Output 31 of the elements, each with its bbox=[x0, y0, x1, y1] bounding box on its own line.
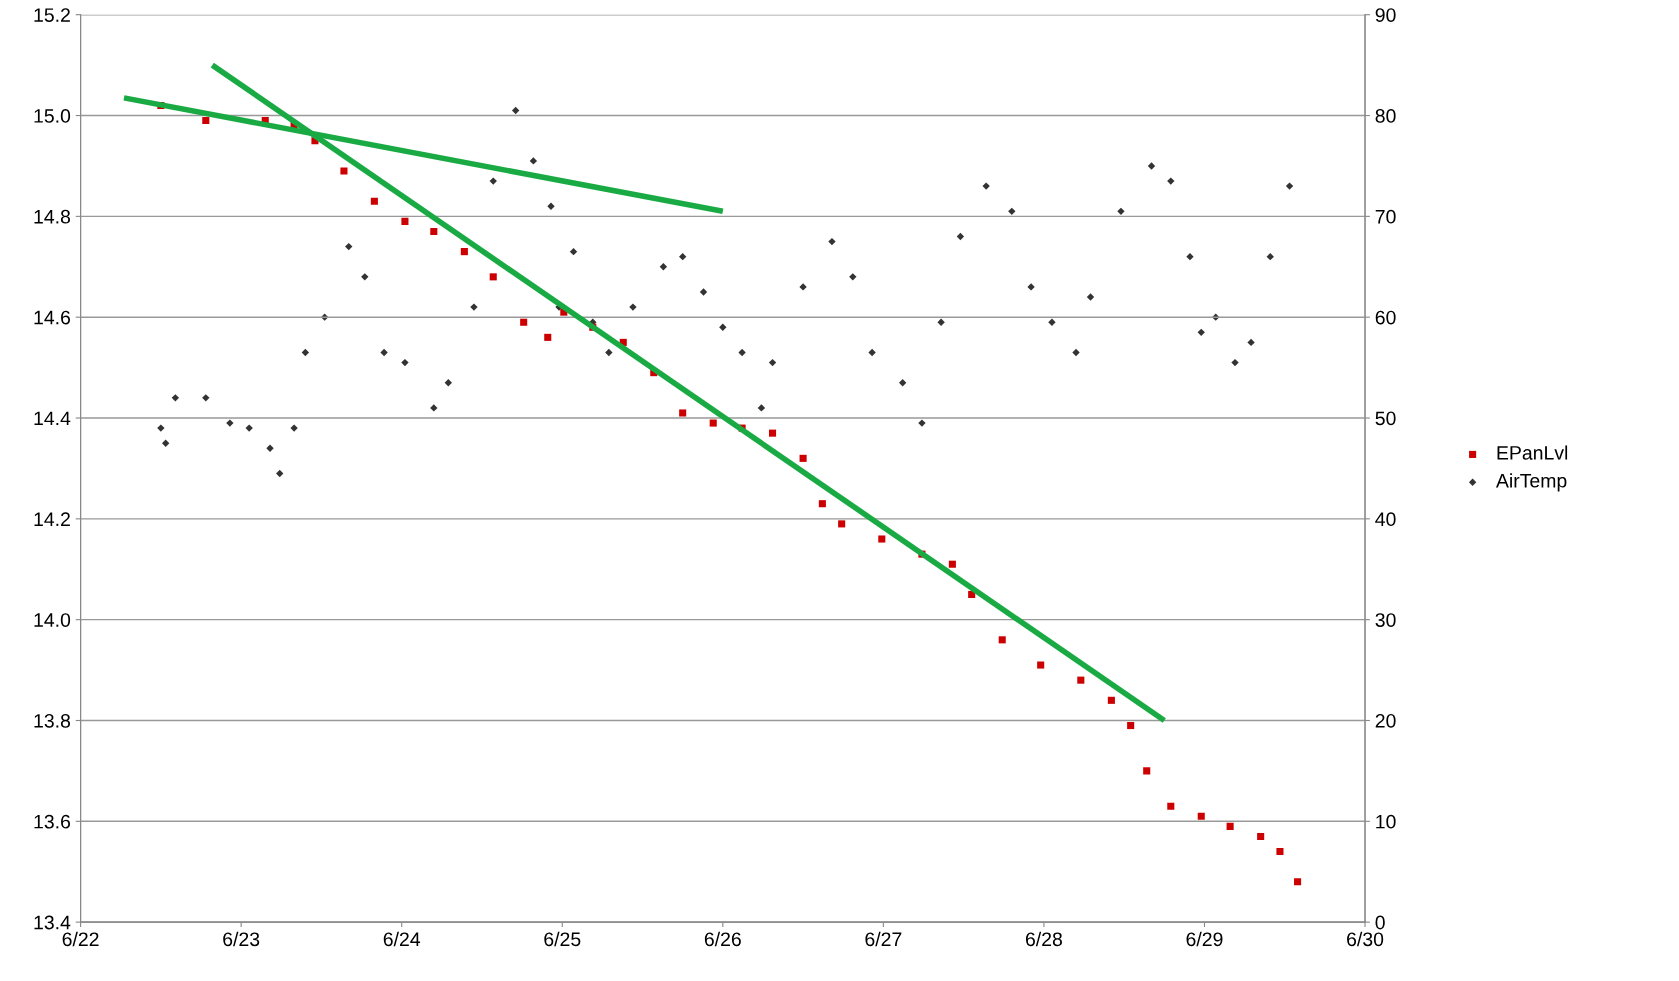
x-tick-label: 6/30 bbox=[1347, 931, 1384, 947]
y2-tick-label: 10 bbox=[1376, 814, 1396, 829]
legend-label: AirTemp bbox=[1495, 473, 1567, 492]
x-tick-label: 6/24 bbox=[383, 931, 421, 947]
y2-tick-label: 70 bbox=[1375, 209, 1396, 224]
y2-tick-label: 20 bbox=[1375, 713, 1396, 728]
x-tick-label: 6/26 bbox=[704, 931, 741, 947]
legend-label: EPanLvl bbox=[1497, 445, 1568, 460]
x-tick-label: 6/25 bbox=[544, 931, 581, 947]
y-tick-label: 14.8 bbox=[34, 209, 71, 224]
y2-tick-label: 30 bbox=[1375, 613, 1396, 627]
y-tick-label: 15.0 bbox=[34, 109, 71, 123]
y2-tick-label: 80 bbox=[1375, 109, 1396, 123]
y-tick-label: 14.0 bbox=[34, 613, 71, 627]
y2-tick-label: 90 bbox=[1375, 8, 1396, 22]
y2-tick-label: 60 bbox=[1375, 310, 1396, 325]
y2-tick-label: 50 bbox=[1375, 411, 1396, 426]
y-tick-label: 13.4 bbox=[34, 915, 71, 930]
y2-tick-label: 0 bbox=[1375, 915, 1385, 930]
y2-tick-label: 40 bbox=[1375, 512, 1396, 527]
x-tick-label: 6/28 bbox=[1025, 931, 1062, 947]
y-tick-label: 13.8 bbox=[34, 713, 71, 728]
x-tick-label: 6/29 bbox=[1186, 931, 1223, 947]
y-tick-label: 14.2 bbox=[34, 512, 70, 526]
y-tick-label: 14.4 bbox=[34, 411, 71, 426]
x-tick-label: 6/27 bbox=[865, 931, 902, 947]
y-tick-label: 14.6 bbox=[34, 310, 71, 325]
y-tick-label: 13.6 bbox=[34, 814, 71, 829]
x-tick-label: 6/22 bbox=[62, 931, 99, 947]
x-tick-label: 6/23 bbox=[223, 931, 260, 947]
y-tick-label: 15.2 bbox=[34, 8, 70, 22]
